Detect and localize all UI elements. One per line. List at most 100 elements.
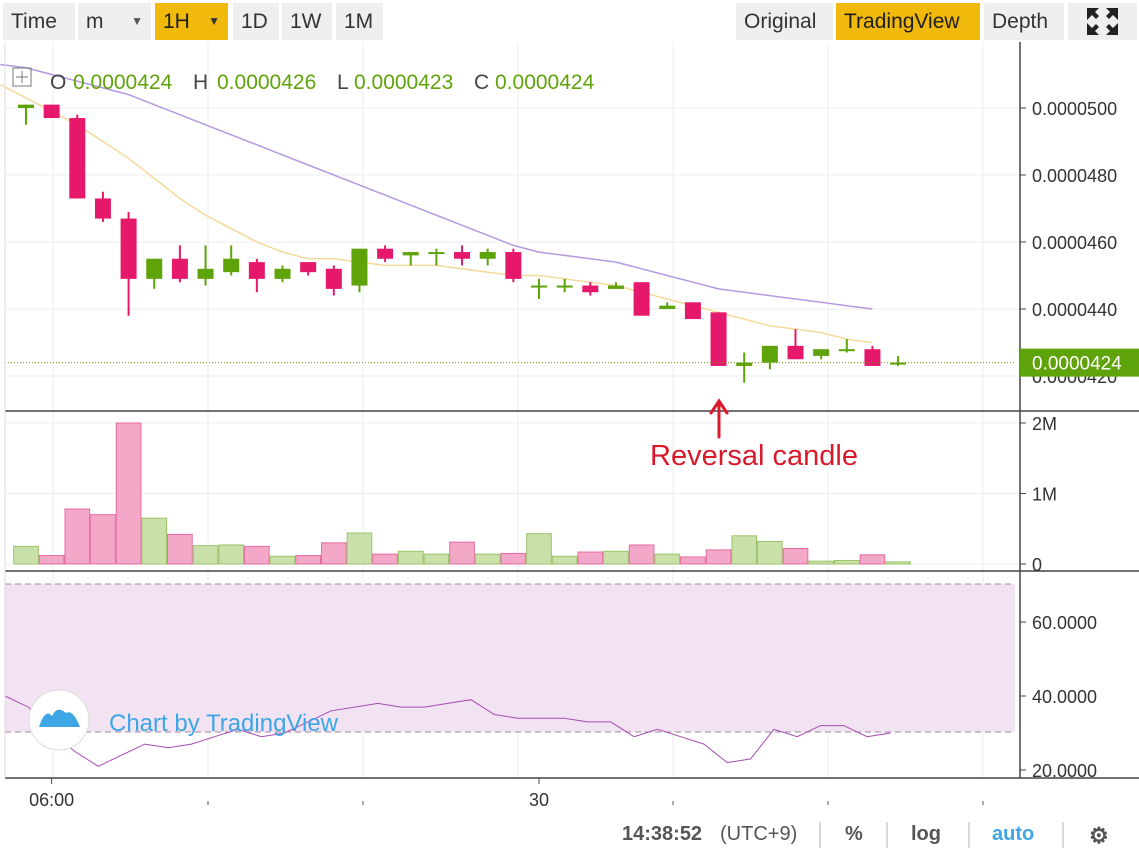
volume-bar bbox=[192, 545, 219, 565]
candle-body bbox=[531, 285, 547, 288]
view-original-label: Original bbox=[744, 10, 817, 33]
view-depth-label: Depth bbox=[992, 10, 1049, 33]
volume-bar bbox=[705, 549, 732, 565]
volume-bar bbox=[64, 508, 91, 565]
candle-body bbox=[505, 252, 522, 279]
interval-1m-button[interactable]: 1M bbox=[336, 3, 383, 40]
price-tick-label: 0.0000480 bbox=[1032, 166, 1117, 186]
volume-bar bbox=[577, 551, 604, 565]
clock-timezone: (UTC+9) bbox=[720, 823, 798, 845]
volume-bar bbox=[90, 514, 116, 565]
status-bar: 14:38:52 (UTC+9) % log auto ⚙ bbox=[0, 815, 1139, 853]
volume-bar bbox=[423, 553, 450, 565]
volume-tick-label: 1M bbox=[1032, 485, 1057, 505]
annotation-arrow-icon bbox=[709, 398, 729, 439]
candle-body bbox=[838, 349, 855, 352]
volume-bar bbox=[13, 545, 39, 565]
volume-bars bbox=[13, 422, 911, 565]
volume-bar bbox=[167, 533, 193, 565]
candle-body bbox=[607, 285, 624, 289]
rsi-tick-label: 40.0000 bbox=[1032, 687, 1097, 707]
volume-bar bbox=[885, 561, 911, 565]
ohlc-legend: O 0.0000424 H 0.0000426 L 0.0000423 C 0.… bbox=[12, 67, 595, 94]
candle-body bbox=[18, 104, 34, 108]
axis-ticks: 0.00005000.00004800.00004600.00004400.00… bbox=[29, 99, 1117, 810]
auto-toggle[interactable]: auto bbox=[992, 823, 1035, 845]
volume-bar bbox=[628, 544, 655, 565]
status-divider bbox=[1062, 822, 1064, 848]
volume-bar bbox=[500, 552, 527, 565]
interval-minute-select[interactable]: m ▼ bbox=[78, 3, 151, 40]
watermark-text: Chart by TradingView bbox=[109, 710, 339, 737]
time-label: Time bbox=[11, 10, 57, 33]
last-price-tag: 0.0000424 bbox=[1020, 348, 1139, 377]
annotation-label: Reversal candle bbox=[650, 440, 858, 472]
interval-1d-button[interactable]: 1D bbox=[233, 3, 279, 40]
volume-bar bbox=[141, 517, 168, 565]
percent-toggle[interactable]: % bbox=[845, 823, 863, 845]
candle-body bbox=[197, 268, 214, 279]
trading-chart[interactable]: 0.0000500 0.0000480 0.0000460 0.0000440 0.00… bbox=[0, 42, 1139, 815]
legend-o-label: O bbox=[50, 71, 66, 94]
price-tick-label: 0.0000460 bbox=[1032, 233, 1117, 253]
interval-1h-select[interactable]: 1H ▼ bbox=[155, 3, 228, 40]
interval-1w-button[interactable]: 1W bbox=[282, 3, 332, 40]
volume-bar bbox=[320, 542, 347, 565]
legend-h-label: H bbox=[193, 71, 208, 94]
moving-average-lines bbox=[0, 63, 873, 344]
volume-bar bbox=[551, 555, 578, 565]
ma-slow-line bbox=[0, 63, 873, 310]
time-tick-label: 06:00 bbox=[29, 790, 74, 810]
volume-tick-label: 2M bbox=[1032, 414, 1057, 434]
cloud-icon bbox=[39, 709, 80, 727]
ma-fast-line bbox=[0, 83, 873, 344]
candle-body bbox=[736, 362, 753, 366]
price-tag-label: 0.0000424 bbox=[1032, 354, 1122, 375]
volume-bar bbox=[757, 540, 783, 565]
view-tradingview-tab[interactable]: TradingView bbox=[836, 3, 980, 40]
legend-toggle-icon[interactable] bbox=[12, 67, 32, 87]
volume-bar bbox=[372, 553, 398, 565]
clock-time: 14:38:52 bbox=[622, 823, 703, 845]
legend-c-value: 0.0000424 bbox=[495, 71, 595, 94]
candle-body bbox=[248, 262, 265, 279]
candle-body bbox=[761, 345, 778, 363]
candle-body bbox=[351, 248, 368, 286]
volume-bar bbox=[731, 535, 758, 565]
volume-bar bbox=[808, 560, 834, 565]
candle-body bbox=[377, 248, 394, 259]
volume-bar bbox=[474, 553, 501, 565]
tradingview-watermark[interactable]: Chart by TradingView bbox=[28, 689, 339, 751]
candle-body bbox=[582, 285, 599, 293]
candle-body bbox=[325, 268, 342, 289]
log-toggle[interactable]: log bbox=[911, 823, 941, 845]
rsi-tick-label: 60.0000 bbox=[1032, 613, 1097, 633]
price-tick-label: 0.0000500 bbox=[1032, 99, 1117, 119]
volume-bar bbox=[859, 554, 886, 565]
candle-body bbox=[43, 104, 60, 119]
candle-body bbox=[274, 268, 291, 279]
status-divider bbox=[819, 822, 821, 848]
volume-bar bbox=[115, 422, 142, 565]
legend-l-label: L bbox=[337, 71, 349, 94]
reversal-annotation: Reversal candle bbox=[650, 398, 858, 472]
status-divider bbox=[968, 822, 970, 848]
interval-active-label: 1H bbox=[163, 10, 190, 33]
candle-body bbox=[890, 362, 907, 365]
view-original-tab[interactable]: Original bbox=[736, 3, 833, 40]
candle-body bbox=[69, 118, 86, 199]
time-button[interactable]: Time bbox=[3, 3, 75, 40]
fullscreen-button[interactable] bbox=[1068, 3, 1137, 40]
candle-body bbox=[300, 262, 317, 273]
status-divider bbox=[886, 822, 888, 848]
settings-gear-icon[interactable]: ⚙ bbox=[1089, 823, 1109, 848]
legend-c-label: C bbox=[474, 71, 489, 94]
volume-bar bbox=[397, 550, 424, 565]
view-depth-tab[interactable]: Depth bbox=[984, 3, 1064, 40]
interval-1d-label: 1D bbox=[241, 10, 268, 33]
interval-select-label: m bbox=[86, 10, 104, 33]
caret-down-icon: ▼ bbox=[131, 14, 143, 28]
interval-1m-label: 1M bbox=[344, 10, 374, 33]
candle-body bbox=[171, 258, 188, 279]
candle-body bbox=[402, 252, 419, 256]
